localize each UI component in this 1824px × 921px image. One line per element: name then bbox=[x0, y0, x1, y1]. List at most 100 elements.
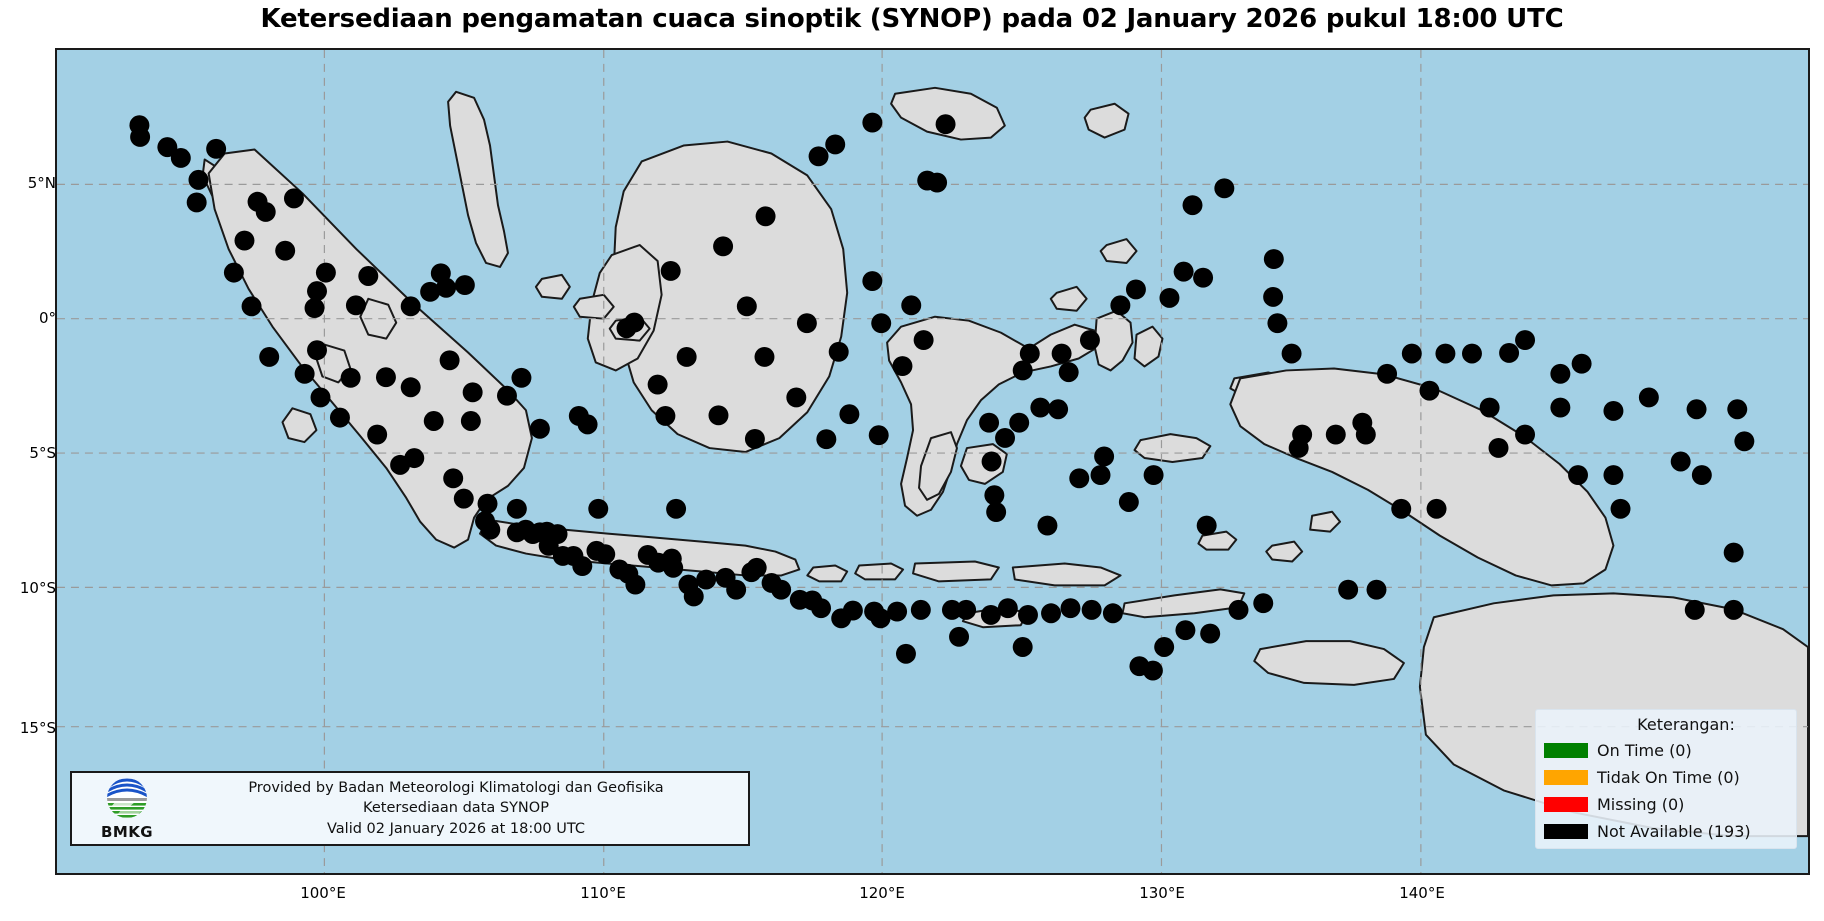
station-marker[interactable] bbox=[1686, 399, 1707, 420]
station-marker[interactable] bbox=[345, 295, 366, 316]
station-marker[interactable] bbox=[1670, 451, 1691, 472]
station-marker[interactable] bbox=[839, 404, 860, 425]
station-marker[interactable] bbox=[887, 601, 908, 622]
station-marker[interactable] bbox=[188, 169, 209, 190]
station-marker[interactable] bbox=[1142, 660, 1163, 681]
station-marker[interactable] bbox=[206, 138, 227, 159]
station-marker[interactable] bbox=[1173, 261, 1194, 282]
station-marker[interactable] bbox=[984, 485, 1005, 506]
station-marker[interactable] bbox=[1401, 343, 1422, 364]
station-marker[interactable] bbox=[746, 557, 767, 578]
station-marker[interactable] bbox=[1051, 343, 1072, 364]
station-marker[interactable] bbox=[624, 312, 645, 333]
station-marker[interactable] bbox=[307, 281, 327, 302]
station-marker[interactable] bbox=[660, 260, 681, 281]
station-marker[interactable] bbox=[404, 448, 425, 469]
station-marker[interactable] bbox=[981, 451, 1002, 472]
station-marker[interactable] bbox=[979, 412, 1000, 433]
station-marker[interactable] bbox=[927, 172, 948, 193]
station-marker[interactable] bbox=[1550, 397, 1571, 418]
station-marker[interactable] bbox=[477, 493, 498, 514]
station-marker[interactable] bbox=[1030, 397, 1051, 418]
station-marker[interactable] bbox=[1118, 492, 1139, 512]
station-marker[interactable] bbox=[862, 271, 883, 292]
station-marker[interactable] bbox=[1090, 465, 1111, 485]
station-marker[interactable] bbox=[736, 296, 757, 317]
legend-row[interactable]: Tidak On Time (0) bbox=[1544, 764, 1786, 791]
station-marker[interactable] bbox=[786, 387, 807, 408]
station-marker[interactable] bbox=[941, 599, 962, 620]
station-marker[interactable] bbox=[1419, 380, 1440, 401]
station-marker[interactable] bbox=[980, 605, 1001, 625]
map-plot-area[interactable] bbox=[55, 48, 1810, 875]
legend-row[interactable]: Missing (0) bbox=[1544, 791, 1786, 818]
station-marker[interactable] bbox=[1253, 593, 1274, 614]
station-marker[interactable] bbox=[892, 356, 913, 377]
station-marker[interactable] bbox=[870, 608, 891, 629]
station-marker[interactable] bbox=[754, 346, 775, 367]
station-marker[interactable] bbox=[588, 498, 609, 519]
legend-row[interactable]: Not Available (193) bbox=[1544, 818, 1786, 845]
station-marker[interactable] bbox=[1691, 465, 1712, 485]
station-marker[interactable] bbox=[1426, 498, 1447, 519]
station-marker[interactable] bbox=[454, 275, 475, 296]
station-marker[interactable] bbox=[771, 579, 792, 600]
station-marker[interactable] bbox=[1200, 623, 1221, 644]
station-marker[interactable] bbox=[1037, 515, 1058, 536]
station-marker[interactable] bbox=[1110, 295, 1131, 316]
station-marker[interactable] bbox=[439, 350, 460, 371]
station-marker[interactable] bbox=[997, 598, 1018, 619]
station-marker[interactable] bbox=[283, 188, 304, 209]
station-marker[interactable] bbox=[1228, 599, 1249, 620]
station-marker[interactable] bbox=[400, 296, 421, 317]
station-marker[interactable] bbox=[1727, 399, 1748, 420]
station-marker[interactable] bbox=[340, 367, 361, 388]
station-marker[interactable] bbox=[315, 262, 336, 283]
station-marker[interactable] bbox=[1263, 286, 1284, 307]
station-marker[interactable] bbox=[294, 363, 315, 384]
station-marker[interactable] bbox=[1684, 599, 1705, 620]
station-marker[interactable] bbox=[862, 112, 883, 133]
station-marker[interactable] bbox=[1603, 465, 1624, 485]
station-marker[interactable] bbox=[808, 146, 829, 167]
station-marker[interactable] bbox=[1175, 620, 1196, 641]
station-marker[interactable] bbox=[811, 598, 832, 619]
station-marker[interactable] bbox=[462, 382, 483, 403]
station-marker[interactable] bbox=[1193, 267, 1214, 288]
station-marker[interactable] bbox=[625, 574, 646, 595]
station-marker[interactable] bbox=[1461, 343, 1482, 364]
station-marker[interactable] bbox=[1391, 498, 1412, 519]
station-marker[interactable] bbox=[1018, 605, 1038, 625]
station-marker[interactable] bbox=[1610, 498, 1631, 519]
station-marker[interactable] bbox=[901, 295, 922, 316]
station-marker[interactable] bbox=[913, 330, 934, 351]
station-marker[interactable] bbox=[1638, 387, 1659, 408]
station-marker[interactable] bbox=[547, 524, 568, 544]
station-marker[interactable] bbox=[1143, 465, 1164, 485]
station-marker[interactable] bbox=[1009, 412, 1030, 433]
station-marker[interactable] bbox=[1196, 515, 1217, 536]
station-marker[interactable] bbox=[1355, 424, 1376, 445]
station-marker[interactable] bbox=[577, 414, 598, 435]
station-marker[interactable] bbox=[949, 626, 970, 647]
station-marker[interactable] bbox=[443, 468, 464, 489]
station-marker[interactable] bbox=[755, 206, 776, 227]
station-marker[interactable] bbox=[186, 192, 207, 213]
station-marker[interactable] bbox=[1488, 438, 1509, 458]
station-marker[interactable] bbox=[1019, 343, 1040, 364]
station-marker[interactable] bbox=[683, 586, 704, 607]
station-marker[interactable] bbox=[511, 367, 532, 388]
station-marker[interactable] bbox=[1081, 599, 1102, 620]
station-marker[interactable] bbox=[595, 544, 616, 565]
station-marker[interactable] bbox=[1154, 637, 1175, 657]
station-marker[interactable] bbox=[816, 429, 837, 450]
station-marker[interactable] bbox=[1338, 579, 1359, 600]
station-marker[interactable] bbox=[666, 498, 687, 519]
station-marker[interactable] bbox=[529, 418, 550, 439]
station-marker[interactable] bbox=[1041, 603, 1062, 624]
station-marker[interactable] bbox=[796, 313, 817, 334]
station-marker[interactable] bbox=[1159, 287, 1180, 308]
station-marker[interactable] bbox=[506, 498, 527, 519]
station-marker[interactable] bbox=[1435, 343, 1456, 364]
station-marker[interactable] bbox=[480, 519, 501, 540]
